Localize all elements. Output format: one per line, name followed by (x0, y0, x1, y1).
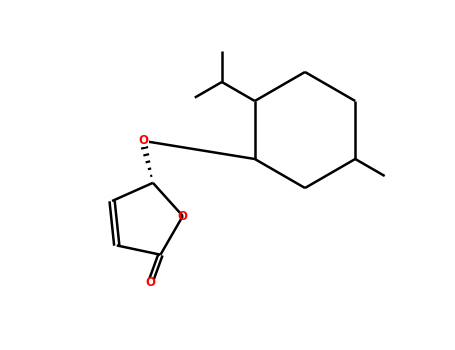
Text: O: O (145, 276, 155, 289)
Text: O: O (138, 134, 148, 147)
Text: O: O (178, 210, 188, 223)
